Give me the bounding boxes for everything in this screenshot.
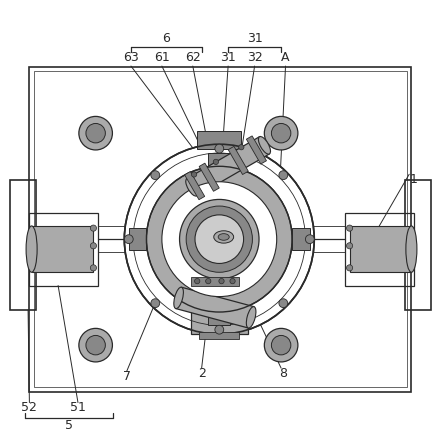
Circle shape bbox=[215, 325, 224, 334]
Circle shape bbox=[86, 335, 105, 355]
Circle shape bbox=[90, 243, 97, 249]
Polygon shape bbox=[228, 146, 249, 175]
Circle shape bbox=[124, 144, 314, 334]
Ellipse shape bbox=[218, 233, 229, 240]
Text: 7: 7 bbox=[123, 370, 131, 384]
Ellipse shape bbox=[246, 307, 256, 328]
Polygon shape bbox=[176, 287, 254, 328]
Circle shape bbox=[151, 171, 159, 179]
Circle shape bbox=[79, 117, 113, 150]
Text: A: A bbox=[281, 51, 290, 64]
Circle shape bbox=[279, 171, 288, 179]
Circle shape bbox=[215, 144, 224, 153]
Text: 1: 1 bbox=[410, 173, 418, 186]
Bar bbox=[190, 310, 248, 334]
Ellipse shape bbox=[258, 136, 271, 154]
Bar bbox=[199, 332, 239, 338]
Bar bbox=[345, 213, 414, 286]
Polygon shape bbox=[187, 137, 269, 196]
Circle shape bbox=[162, 182, 277, 296]
Bar bbox=[31, 226, 93, 272]
Text: 2: 2 bbox=[198, 367, 206, 381]
Circle shape bbox=[272, 335, 291, 355]
Text: 62: 62 bbox=[185, 51, 201, 64]
Circle shape bbox=[219, 279, 224, 284]
Polygon shape bbox=[199, 163, 219, 191]
Bar bbox=[129, 228, 147, 250]
Bar bbox=[405, 179, 431, 310]
Circle shape bbox=[264, 117, 298, 150]
Circle shape bbox=[179, 199, 259, 279]
Bar bbox=[197, 131, 241, 149]
Text: 63: 63 bbox=[123, 51, 139, 64]
Circle shape bbox=[305, 235, 314, 244]
Ellipse shape bbox=[214, 231, 233, 243]
Circle shape bbox=[194, 279, 200, 284]
Circle shape bbox=[195, 215, 244, 264]
Circle shape bbox=[124, 235, 133, 244]
Circle shape bbox=[206, 279, 211, 284]
Circle shape bbox=[272, 124, 291, 143]
Polygon shape bbox=[185, 171, 205, 200]
Text: 32: 32 bbox=[247, 51, 263, 64]
Text: 61: 61 bbox=[154, 51, 170, 64]
Circle shape bbox=[346, 243, 353, 249]
Circle shape bbox=[147, 166, 292, 312]
Circle shape bbox=[239, 144, 244, 150]
Ellipse shape bbox=[174, 287, 183, 309]
Bar bbox=[208, 312, 230, 325]
Bar bbox=[190, 277, 239, 286]
Circle shape bbox=[279, 299, 288, 307]
Bar bbox=[29, 67, 412, 392]
Text: 31: 31 bbox=[220, 51, 236, 64]
Circle shape bbox=[346, 225, 353, 231]
Circle shape bbox=[191, 172, 197, 177]
Text: 8: 8 bbox=[280, 367, 288, 381]
Circle shape bbox=[86, 124, 105, 143]
Bar bbox=[292, 228, 310, 250]
Circle shape bbox=[346, 265, 353, 271]
Ellipse shape bbox=[406, 226, 417, 272]
Text: 6: 6 bbox=[163, 32, 170, 45]
Polygon shape bbox=[246, 136, 267, 164]
Text: 31: 31 bbox=[247, 32, 263, 45]
Circle shape bbox=[90, 225, 97, 231]
Circle shape bbox=[213, 159, 218, 164]
Ellipse shape bbox=[186, 179, 198, 196]
Bar bbox=[29, 213, 98, 286]
Bar bbox=[350, 226, 412, 272]
Circle shape bbox=[90, 265, 97, 271]
Circle shape bbox=[230, 279, 235, 284]
Text: 51: 51 bbox=[70, 401, 86, 414]
Bar bbox=[10, 179, 36, 310]
Bar bbox=[208, 153, 230, 166]
Circle shape bbox=[79, 328, 113, 362]
Circle shape bbox=[186, 206, 253, 272]
Text: 5: 5 bbox=[65, 419, 73, 432]
Ellipse shape bbox=[26, 226, 37, 272]
Text: 52: 52 bbox=[21, 401, 37, 414]
Circle shape bbox=[151, 299, 159, 307]
Circle shape bbox=[264, 328, 298, 362]
Bar bbox=[34, 71, 407, 387]
